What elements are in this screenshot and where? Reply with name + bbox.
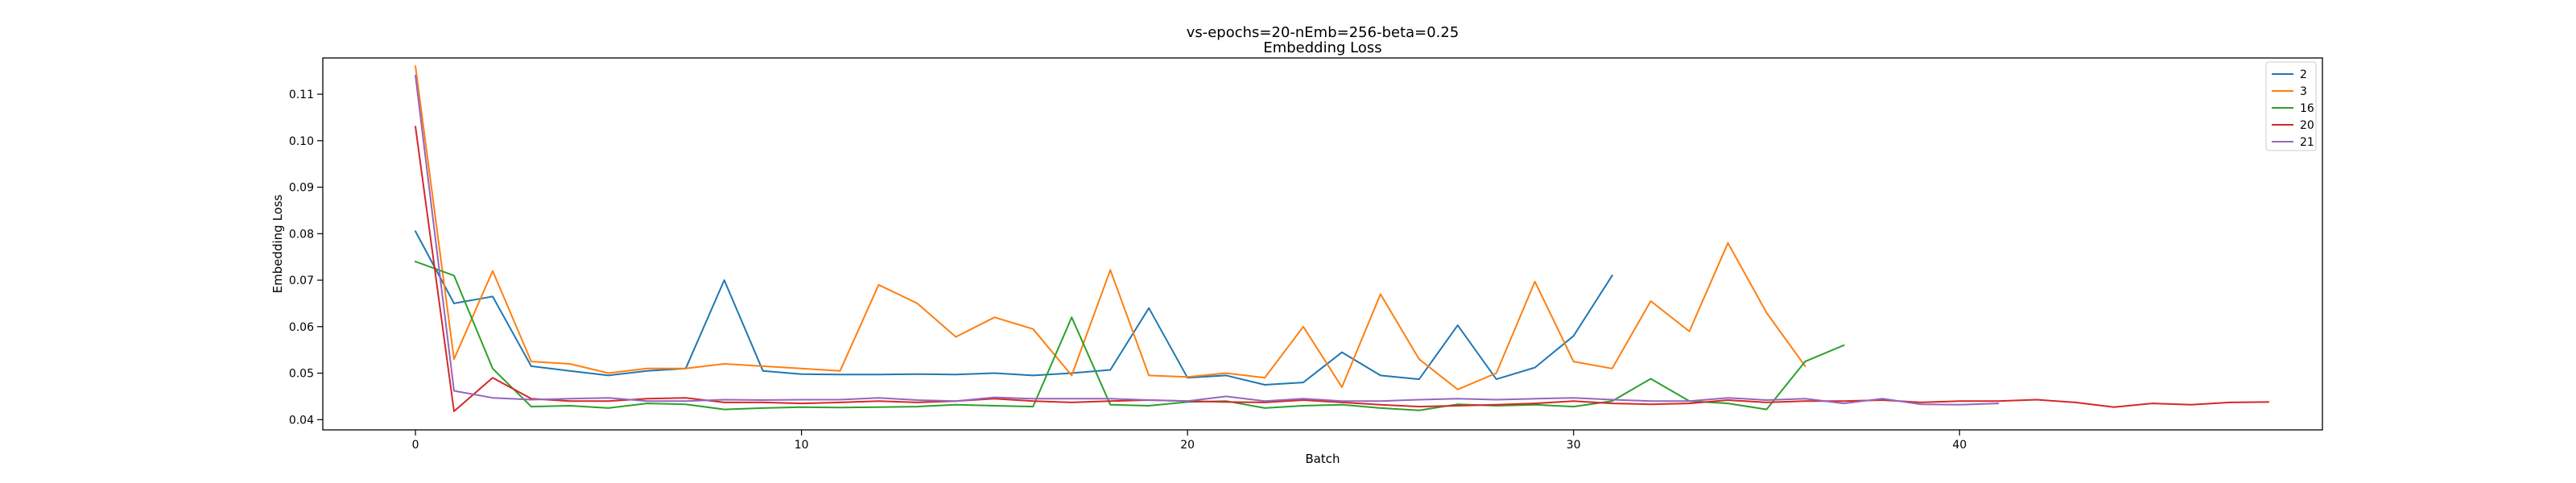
- legend-label-16: 16: [2300, 102, 2314, 115]
- series-line-3: [414, 65, 1806, 390]
- y-tick-label: 0.08: [289, 228, 314, 241]
- legend: 2 3 16 20 21: [2265, 61, 2317, 151]
- x-axis-ticks: 0 10 20 30 40: [412, 430, 1967, 452]
- legend-frame: [2265, 61, 2317, 151]
- x-axis-label: Batch: [1305, 452, 1340, 466]
- y-tick-label: 0.09: [289, 182, 314, 195]
- legend-label-3: 3: [2300, 85, 2307, 98]
- y-tick-label: 0.04: [289, 414, 314, 427]
- series-line-20: [414, 126, 2269, 412]
- y-tick-label: 0.11: [289, 89, 314, 101]
- legend-label-20: 20: [2300, 119, 2314, 132]
- plot-frame: [322, 57, 2323, 431]
- y-tick-label: 0.05: [289, 368, 314, 381]
- x-tick-label: 40: [1952, 439, 1967, 452]
- x-tick-label: 10: [795, 439, 809, 452]
- series-layer: [414, 65, 2269, 412]
- chart-title: vs-epochs=20-nEmb=256-beta=0.25: [1187, 24, 1459, 41]
- y-axis-label: Embedding Loss: [270, 194, 285, 293]
- x-tick-label: 30: [1567, 439, 1581, 452]
- y-tick-label: 0.06: [289, 321, 314, 334]
- series-line-2: [414, 230, 1614, 386]
- legend-label-2: 2: [2300, 68, 2307, 81]
- x-tick-label: 0: [412, 439, 419, 452]
- legend-label-21: 21: [2300, 136, 2314, 149]
- chart-subtitle: Embedding Loss: [1263, 39, 1381, 56]
- y-tick-label: 0.10: [289, 135, 314, 148]
- y-tick-label: 0.07: [289, 275, 314, 287]
- x-tick-label: 20: [1180, 439, 1195, 452]
- series-line-16: [414, 260, 1845, 411]
- series-line-21: [414, 74, 2000, 406]
- y-axis-ticks: 0.04 0.05 0.06 0.07 0.08 0.09 0.10 0.11: [289, 89, 323, 427]
